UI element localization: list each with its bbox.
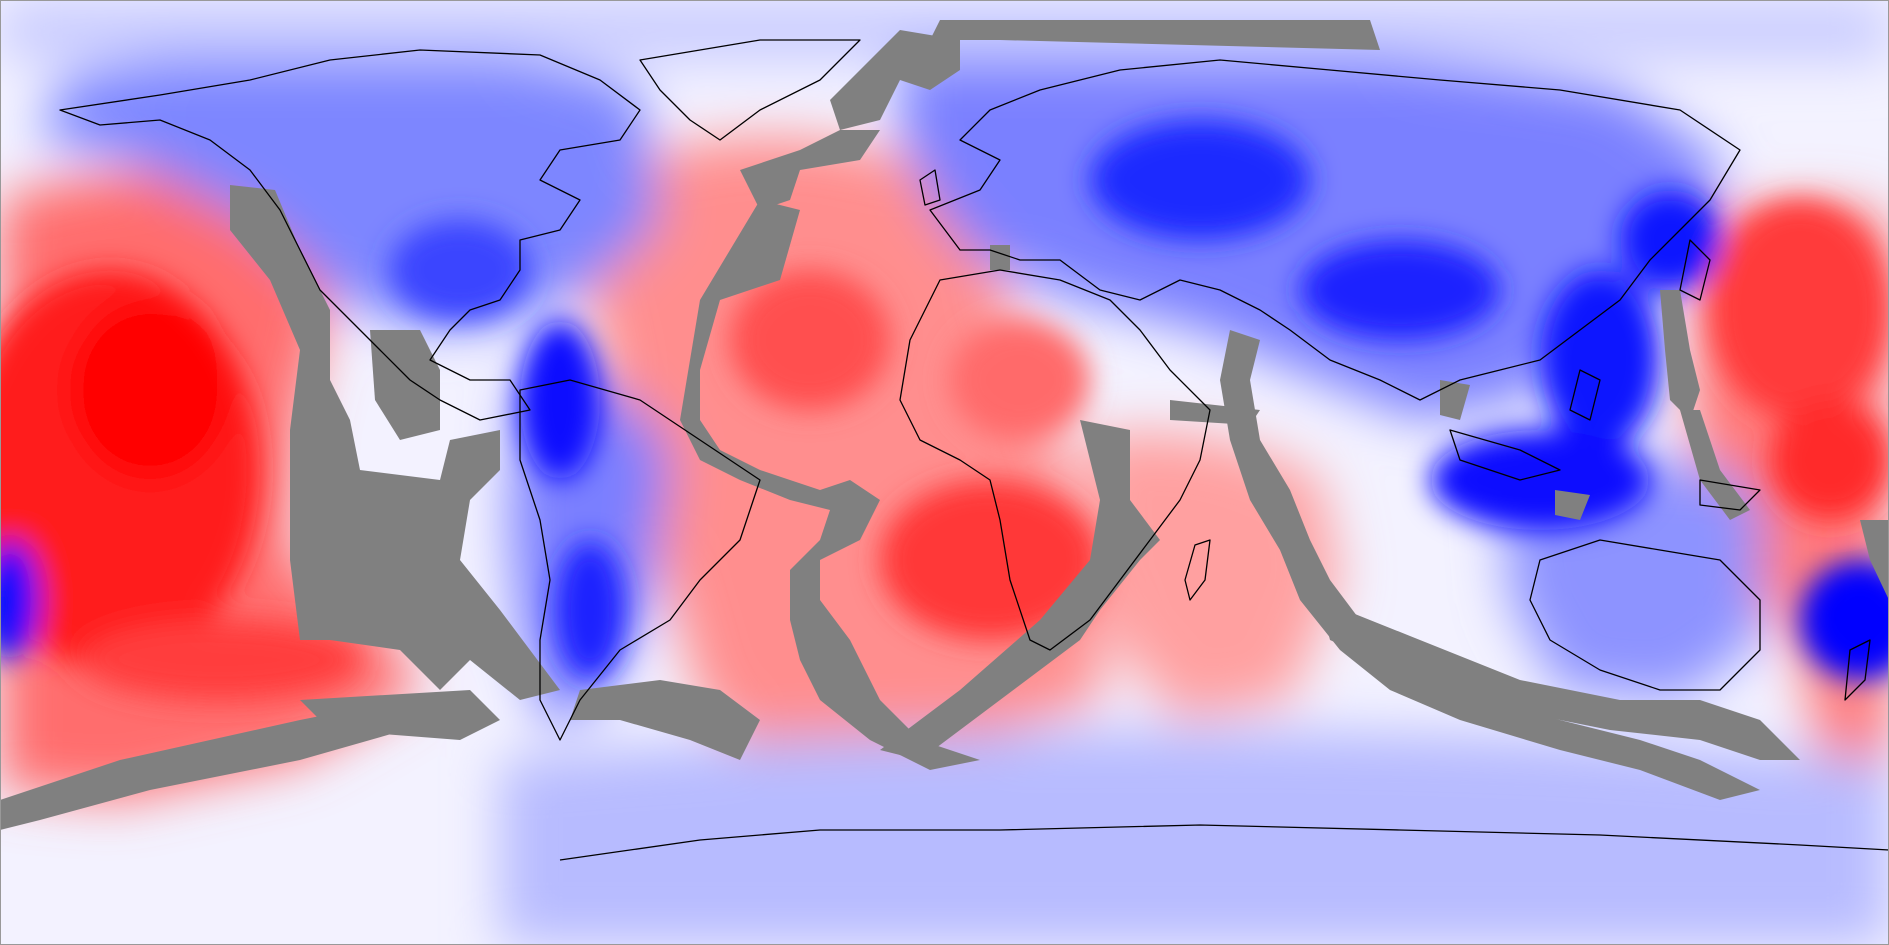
masked-regions: [0, 20, 1889, 830]
coastlines: [59, 39, 1889, 861]
anomaly-field-cores: [0, 120, 1889, 700]
